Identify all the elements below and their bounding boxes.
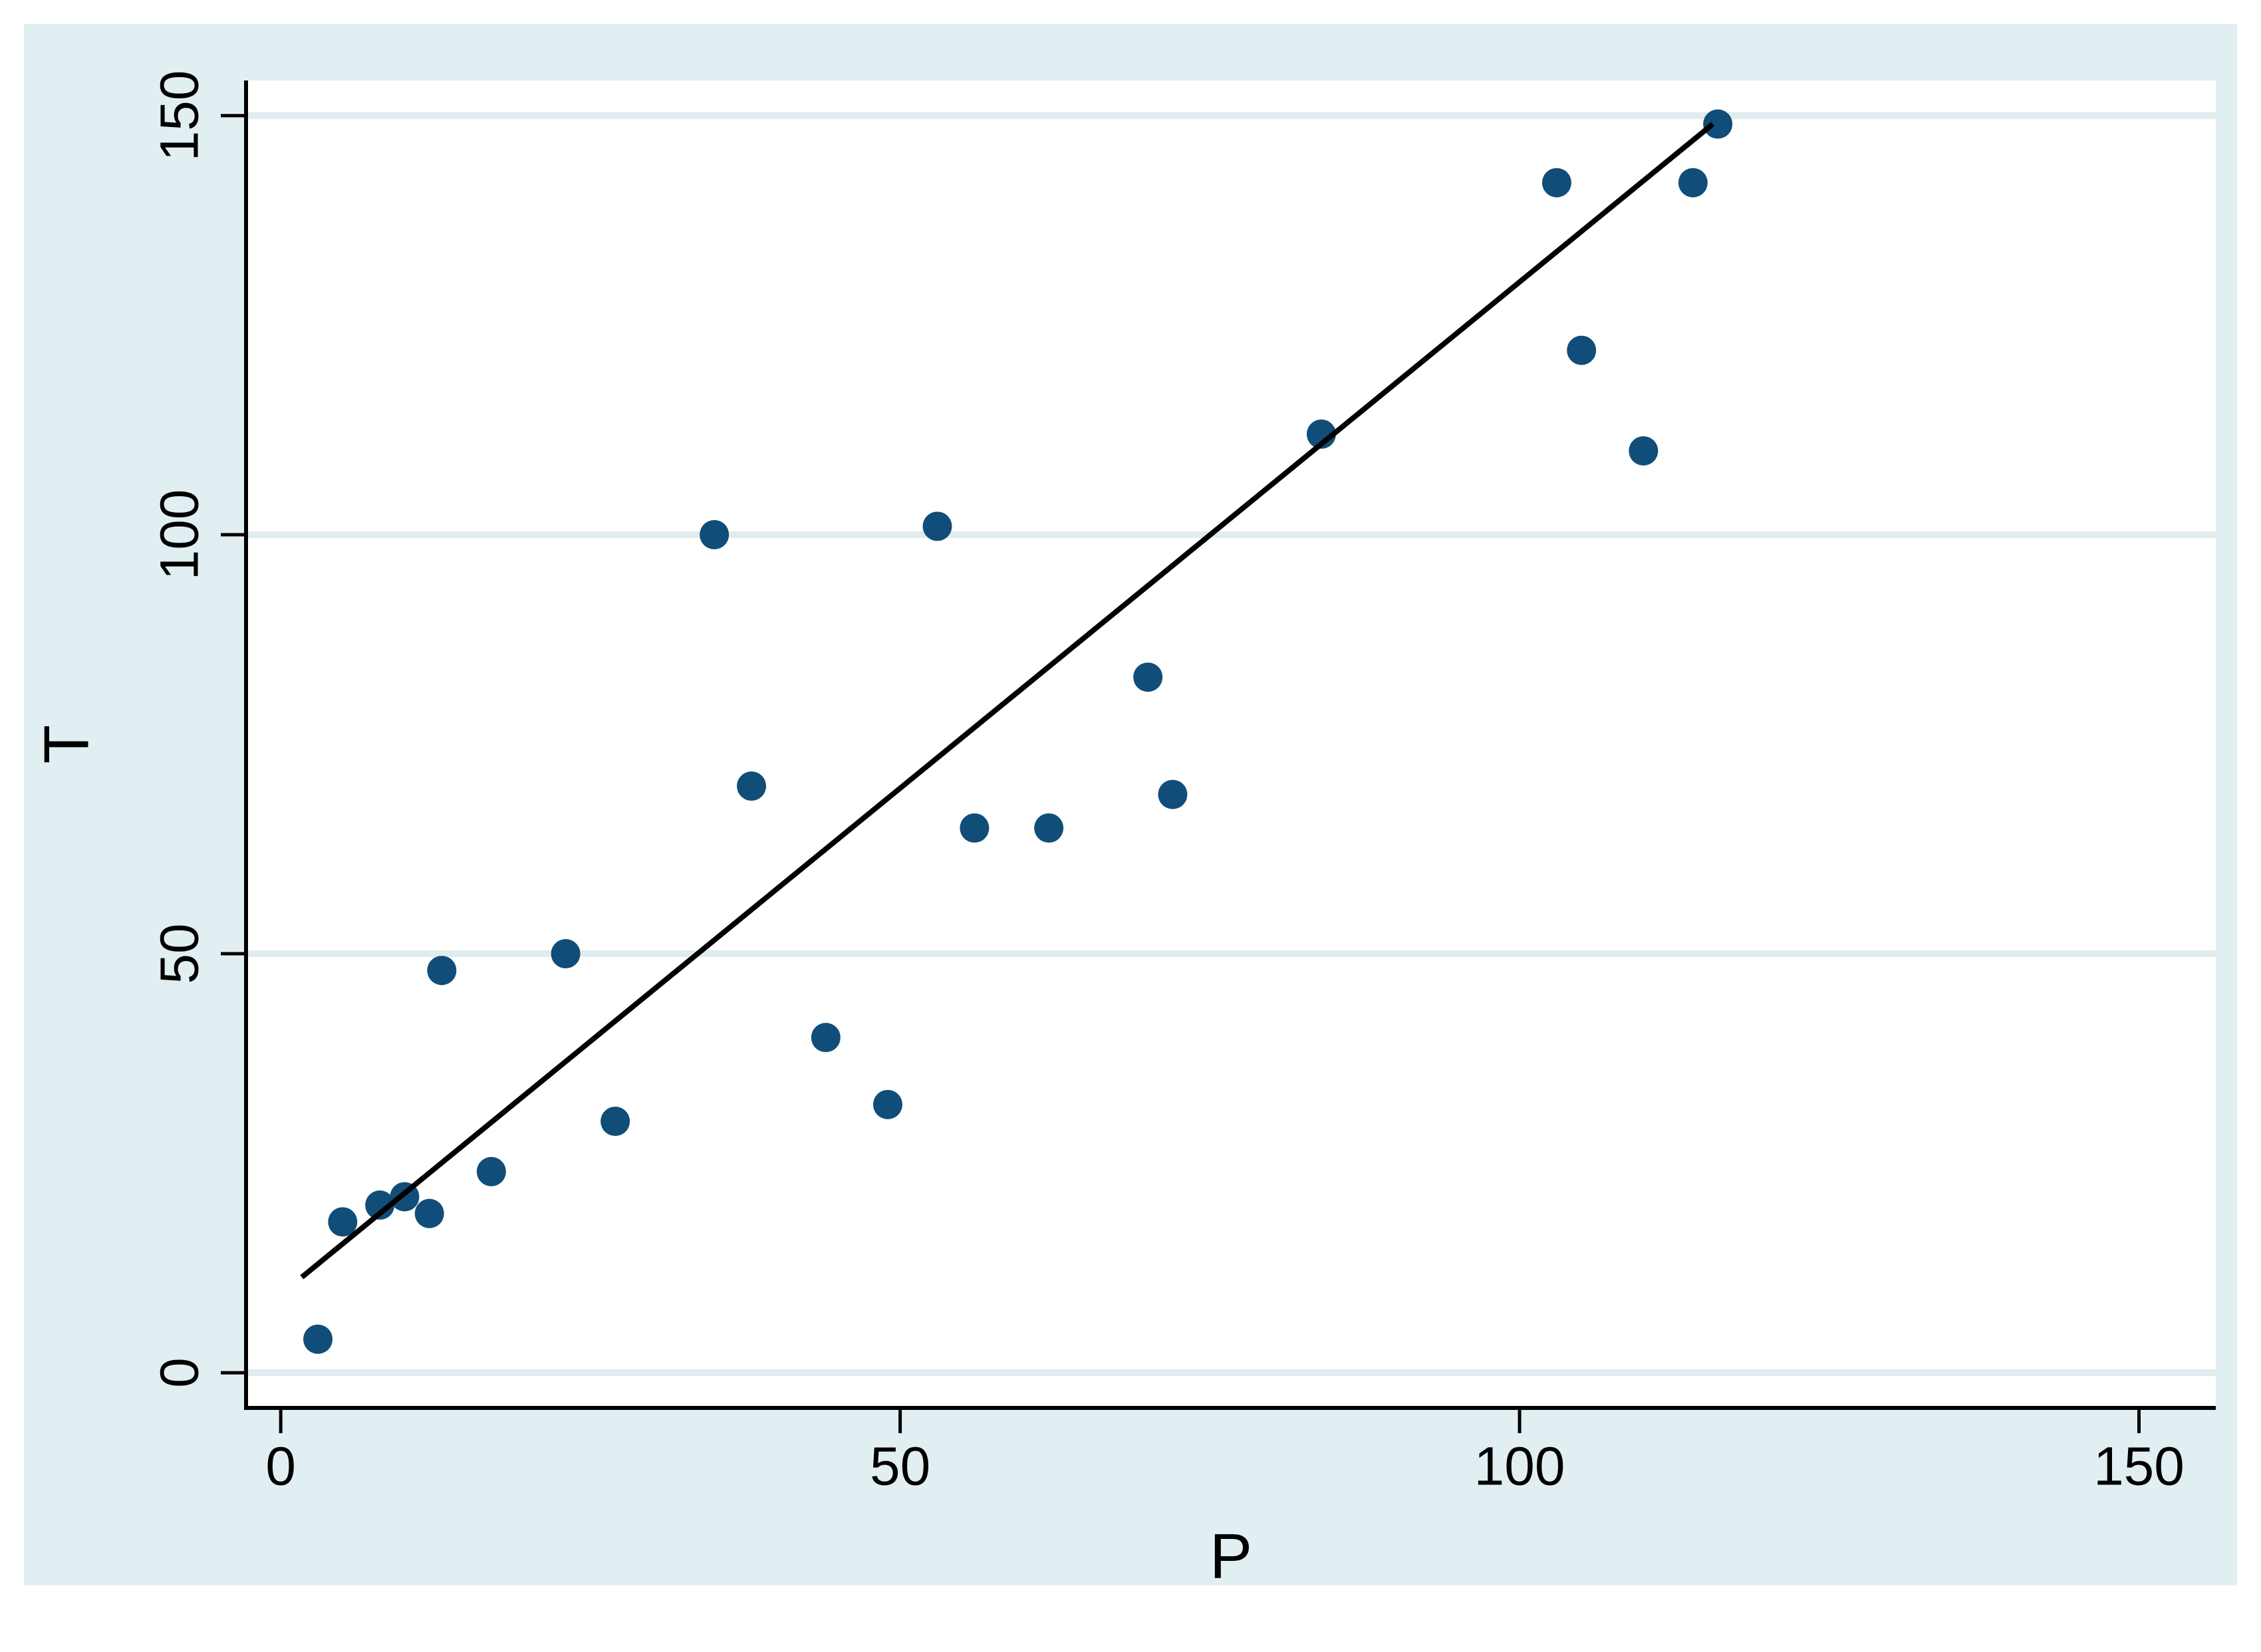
data-point xyxy=(476,1157,506,1186)
data-point xyxy=(1678,168,1708,198)
x-tick-label: 0 xyxy=(265,1437,296,1497)
x-tick-label: 50 xyxy=(870,1437,930,1497)
data-point xyxy=(1541,168,1571,198)
data-point xyxy=(1158,779,1188,809)
regression-line xyxy=(300,122,1715,1280)
data-point xyxy=(1306,419,1336,449)
data-point xyxy=(1133,662,1163,692)
x-axis-title: P xyxy=(1210,1521,1252,1592)
data-point xyxy=(328,1207,358,1237)
y-axis-title: T xyxy=(31,725,102,764)
y-tick-label: 100 xyxy=(150,489,210,581)
x-tick-label: 150 xyxy=(2093,1437,2185,1497)
data-point xyxy=(600,1107,630,1137)
y-tick-label: 0 xyxy=(150,1357,210,1388)
data-point xyxy=(551,939,581,969)
data-point xyxy=(427,956,457,986)
data-point xyxy=(922,511,952,541)
x-tick-label: 100 xyxy=(1474,1437,1565,1497)
data-point xyxy=(737,771,767,801)
y-tick-label: 150 xyxy=(150,70,210,162)
data-point xyxy=(303,1324,333,1354)
data-point xyxy=(872,1089,902,1119)
data-point xyxy=(1567,335,1597,365)
data-point xyxy=(811,1023,841,1053)
y-tick-label: 50 xyxy=(150,923,210,984)
plot-background xyxy=(246,80,2216,1408)
data-point xyxy=(960,813,990,843)
data-point xyxy=(1703,109,1733,139)
data-point xyxy=(700,519,730,549)
data-point xyxy=(365,1190,395,1220)
data-point xyxy=(1034,813,1064,843)
data-point xyxy=(1629,436,1659,466)
data-point xyxy=(414,1198,444,1228)
